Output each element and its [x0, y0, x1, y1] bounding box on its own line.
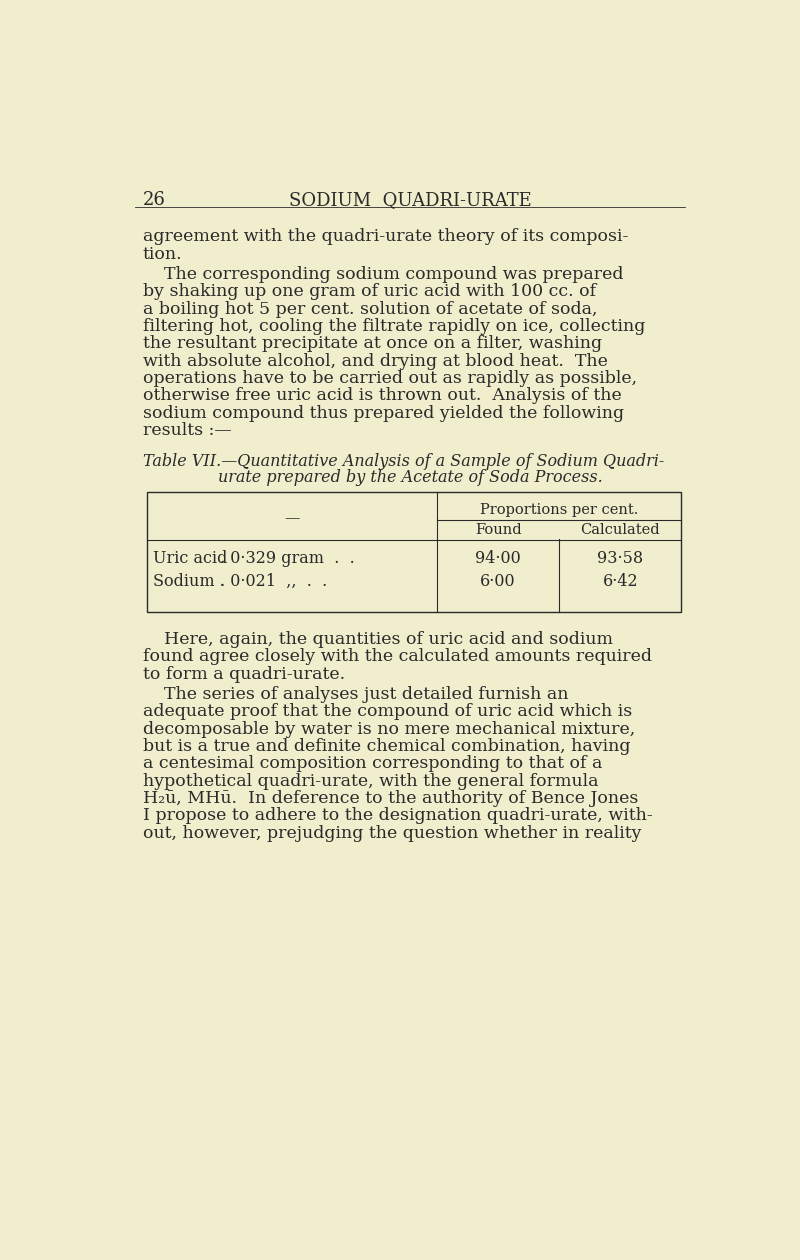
Text: Uric acid: Uric acid — [153, 551, 227, 567]
Text: to form a quadri-urate.: to form a quadri-urate. — [142, 665, 345, 683]
Text: decomposable by water is no mere mechanical mixture,: decomposable by water is no mere mechani… — [142, 721, 635, 737]
Text: 6·42: 6·42 — [602, 573, 638, 590]
Text: a centesimal composition corresponding to that of a: a centesimal composition corresponding t… — [142, 755, 602, 772]
Text: 6·00: 6·00 — [480, 573, 516, 590]
Text: by shaking up one gram of uric acid with 100 cc. of: by shaking up one gram of uric acid with… — [142, 284, 596, 300]
Text: Here, again, the quantities of uric acid and sodium: Here, again, the quantities of uric acid… — [163, 631, 613, 648]
Text: results :—: results :— — [142, 422, 231, 438]
Text: Found: Found — [475, 523, 522, 537]
Text: urate prepared by the Acetate of Soda Process.: urate prepared by the Acetate of Soda Pr… — [218, 469, 602, 486]
Text: otherwise free uric acid is thrown out.  Analysis of the: otherwise free uric acid is thrown out. … — [142, 387, 622, 404]
Text: Calculated: Calculated — [581, 523, 660, 537]
Text: I propose to adhere to the designation quadri-urate, with-: I propose to adhere to the designation q… — [142, 808, 652, 824]
Text: tion.: tion. — [142, 246, 182, 262]
Text: adequate proof that the compound of uric acid which is: adequate proof that the compound of uric… — [142, 703, 632, 721]
Text: H₂ū, MHū.  In deference to the authority of Bence Jones: H₂ū, MHū. In deference to the authority … — [142, 790, 638, 806]
Text: hypothetical quadri-urate, with the general formula: hypothetical quadri-urate, with the gene… — [142, 772, 598, 790]
Text: but is a true and definite chemical combination, having: but is a true and definite chemical comb… — [142, 738, 630, 755]
Text: The corresponding sodium compound was prepared: The corresponding sodium compound was pr… — [163, 266, 623, 284]
Text: The series of analyses just detailed furnish an: The series of analyses just detailed fur… — [163, 685, 568, 703]
Text: 93·58: 93·58 — [597, 551, 643, 567]
Text: —: — — [284, 510, 299, 525]
Text: Table VII.—Quantitative Analysis of a Sample of Sodium Quadri-: Table VII.—Quantitative Analysis of a Sa… — [142, 454, 664, 470]
Text: agreement with the quadri-urate theory of its composi-: agreement with the quadri-urate theory o… — [142, 228, 628, 246]
Text: the resultant precipitate at once on a filter, washing: the resultant precipitate at once on a f… — [142, 335, 602, 353]
Text: filtering hot, cooling the filtrate rapidly on ice, collecting: filtering hot, cooling the filtrate rapi… — [142, 318, 645, 335]
Text: Proportions per cent.: Proportions per cent. — [480, 503, 638, 517]
Text: Sodium .: Sodium . — [153, 573, 225, 590]
Text: sodium compound thus prepared yielded the following: sodium compound thus prepared yielded th… — [142, 404, 624, 422]
Text: . 0·021  ,,  .  .: . 0·021 ,, . . — [220, 573, 327, 590]
Text: . 0·329 gram  .  .: . 0·329 gram . . — [220, 551, 355, 567]
Text: 94·00: 94·00 — [475, 551, 521, 567]
Text: with absolute alcohol, and drying at blood heat.  The: with absolute alcohol, and drying at blo… — [142, 353, 607, 369]
Text: SODIUM  QUADRI-URATE: SODIUM QUADRI-URATE — [289, 192, 531, 209]
Text: a boiling hot 5 per cent. solution of acetate of soda,: a boiling hot 5 per cent. solution of ac… — [142, 301, 597, 318]
Bar — [146, 493, 682, 611]
Text: found agree closely with the calculated amounts required: found agree closely with the calculated … — [142, 648, 652, 665]
Text: out, however, prejudging the question whether in reality: out, however, prejudging the question wh… — [142, 824, 641, 842]
Text: operations have to be carried out as rapidly as possible,: operations have to be carried out as rap… — [142, 370, 637, 387]
Text: 26: 26 — [142, 192, 166, 209]
